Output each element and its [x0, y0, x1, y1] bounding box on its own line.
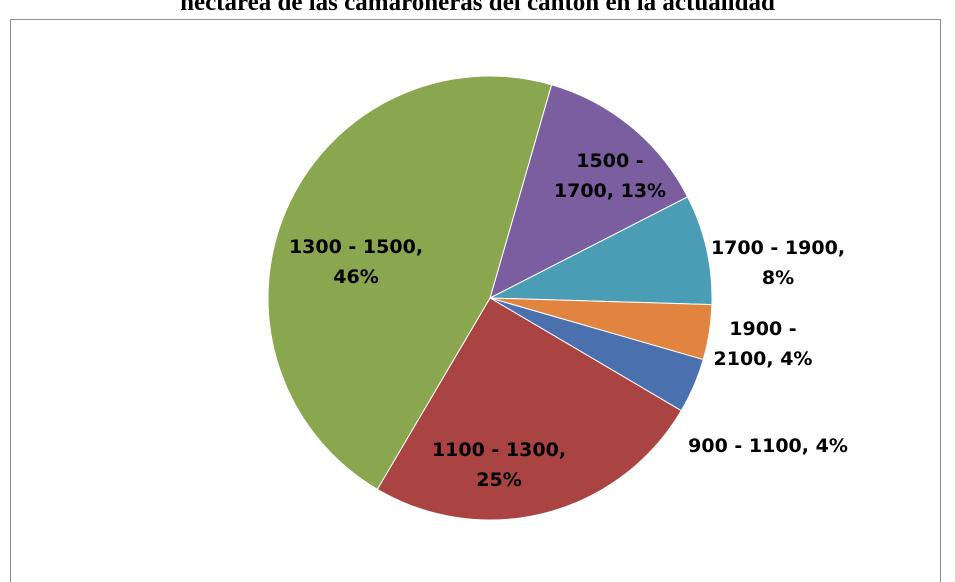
data-label-900-1100: 900 - 1100, 4%: [688, 435, 848, 457]
pie-slice-1700-1900: [489, 196, 713, 306]
pie-slice-1300-1500: [267, 75, 553, 490]
pie-slice-1100-1300: [376, 297, 682, 521]
data-label-1300-1500: 1300 - 1500, 46%: [289, 236, 423, 288]
chart-title: hectárea de las camaroneras del cantón e…: [180, 0, 775, 16]
data-label-1700-1900: 1700 - 1900, 8%: [711, 237, 845, 289]
pie-slice-1500-1700: [489, 84, 689, 299]
data-label-1900-2100: 1900 -2100, 4%: [714, 318, 813, 370]
data-label-1500-1700: 1500 -1700, 13%: [554, 150, 666, 202]
data-label-1100-1300: 1100 - 1300, 25%: [432, 439, 566, 491]
chart-area-frame: [10, 19, 941, 582]
